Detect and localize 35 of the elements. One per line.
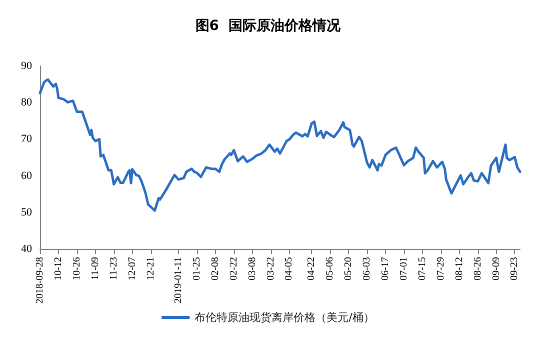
x-tick-label: 10-26 (71, 257, 82, 280)
x-tick-label: 08-26 (472, 257, 484, 280)
x-tick-label: 04-22 (306, 257, 318, 280)
x-tick-label: 05-06 (324, 257, 336, 280)
x-tick-label: 08-12 (454, 257, 465, 280)
x-tick-label: 2018-09-28 (34, 257, 46, 304)
line-series (38, 78, 522, 212)
x-tick-label: 09-09 (490, 257, 502, 280)
x-tick-label: 09-23 (509, 257, 520, 280)
x-tick-label: 07-29 (435, 257, 446, 280)
x-tick-label: 07-15 (416, 257, 428, 280)
x-tick-label: 01-25 (191, 257, 202, 280)
x-tick-label: 2019-01-11 (172, 257, 184, 304)
x-tick-label: 12-21 (145, 257, 156, 280)
x-tick-label: 06-17 (380, 257, 391, 280)
y-tick-label: 60 (21, 170, 32, 182)
chart-title: 图6 国际原油价格情况 (195, 18, 342, 34)
x-tick-label: 07-01 (398, 257, 410, 280)
legend-label: 布伦特原油现货离岸价格（美元/桶） (194, 311, 374, 324)
x-tick-label: 02-08 (210, 257, 221, 280)
x-tick-label: 10-12 (52, 257, 64, 280)
x-tick-label: 11-09 (90, 257, 101, 280)
x-tick-label: 03-22 (265, 257, 276, 280)
y-tick-label: 50 (21, 206, 32, 218)
y-tick-label: 40 (21, 243, 32, 255)
x-tick-label: 02-22 (228, 257, 240, 280)
x-tick-label: 12-07 (126, 257, 138, 280)
x-tick-label: 03-08 (246, 257, 258, 280)
x-tick-label: 04-05 (284, 257, 295, 280)
y-tick-label: 90 (21, 60, 32, 72)
x-tick-label: 06-03 (362, 257, 373, 280)
x-tick-label: 05-20 (343, 257, 354, 280)
y-tick-label: 80 (21, 96, 32, 109)
y-tick-label: 70 (21, 133, 32, 146)
x-tick-label: 11-23 (108, 257, 120, 280)
